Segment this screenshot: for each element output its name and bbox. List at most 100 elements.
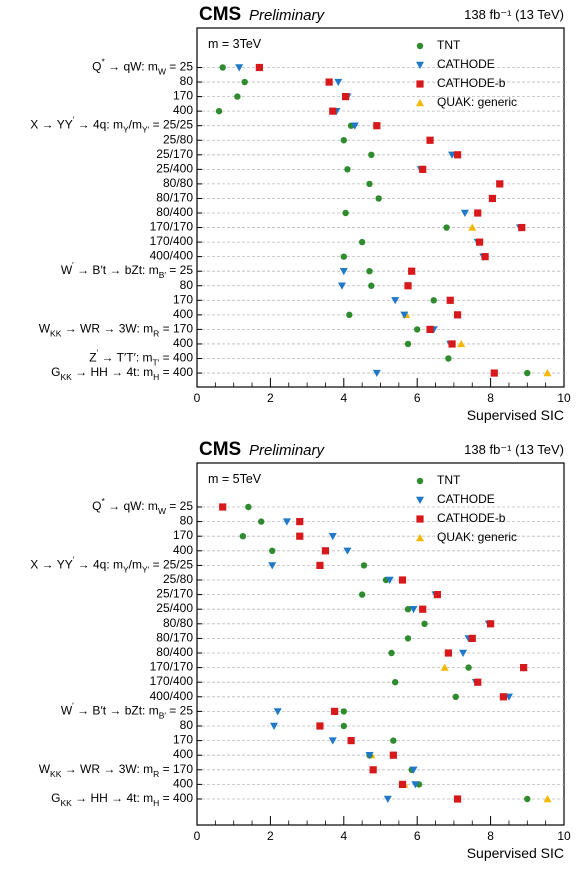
top-x-tick-label-4: 8 xyxy=(487,391,494,405)
bottom-lumi-label: 138 fb⁻¹ (13 TeV) xyxy=(464,442,564,457)
bottom-point-cathode-b-2 xyxy=(296,532,304,540)
bottom-point-cathode-7 xyxy=(409,606,418,614)
top-legend-marker-0 xyxy=(416,42,424,50)
top-point-tnt-6 xyxy=(368,151,375,158)
bottom-x-tick-label-2: 4 xyxy=(340,829,347,843)
top-point-cathode-b-13 xyxy=(481,253,489,261)
bottom-x-tick-label-3: 6 xyxy=(414,829,421,843)
top-row-label-18: WKK → WR → 3W: mR = 170 xyxy=(39,322,194,339)
top-row-label-21: GKK → HH → 4t: mH = 400 xyxy=(51,365,193,382)
top-legend-label-2: CATHODE-b xyxy=(437,76,506,90)
top-point-tnt-19 xyxy=(404,340,412,348)
top-point-quak-generic-19 xyxy=(457,339,466,348)
top-point-tnt-15 xyxy=(368,282,375,289)
bottom-point-cathode-17 xyxy=(365,752,374,760)
bottom-point-cathode-b-7 xyxy=(419,605,427,613)
bottom-point-quak-generic-11 xyxy=(440,663,449,671)
bottom-point-tnt-4 xyxy=(360,562,368,569)
top-row-label-4: X → YY′ → 4q: mY/mY′ = 25/25 xyxy=(30,115,193,135)
bottom-legend-marker-0 xyxy=(416,477,424,485)
top-point-cathode-14 xyxy=(339,268,348,276)
bottom-point-cathode-b-1 xyxy=(296,518,304,526)
bottom-row-label-9: 80/170 xyxy=(156,631,193,645)
bottom-point-tnt-6 xyxy=(358,591,366,598)
bottom-point-tnt-16 xyxy=(390,737,397,744)
top-point-tnt-12 xyxy=(358,238,366,246)
bottom-panel: CMS Preliminary 138 fb⁻¹ (13 TeV) Q* → qW: … xyxy=(0,435,580,870)
bottom-point-cathode-b-0 xyxy=(219,503,227,511)
bottom-point-tnt-2 xyxy=(239,533,247,540)
bottom-point-tnt-0 xyxy=(245,503,252,511)
bottom-point-cathode-b-3 xyxy=(321,547,330,555)
bottom-legend-label-2: CATHODE-b xyxy=(437,511,506,525)
bottom-legend-marker-2 xyxy=(416,515,424,523)
top-point-cathode-4 xyxy=(350,122,359,130)
chart-top: CMS Preliminary 138 fb⁻¹ (13 TeV) Q* → qW: … xyxy=(30,4,571,423)
bottom-point-tnt-15 xyxy=(340,722,347,730)
bottom-row-label-7: 25/400 xyxy=(156,601,193,615)
top-point-tnt-0 xyxy=(219,64,226,71)
chart-bottom: CMS Preliminary 138 fb⁻¹ (13 TeV) Q* → qW: … xyxy=(30,439,571,861)
top-point-tnt-16 xyxy=(430,297,437,304)
top-point-cathode-b-8 xyxy=(496,180,504,188)
bottom-legend-marker-3 xyxy=(416,534,424,542)
bottom-point-tnt-10 xyxy=(388,649,395,657)
bottom-row-label-12: 170/400 xyxy=(150,674,194,688)
bottom-legend-label-1: CATHODE xyxy=(437,492,495,506)
top-legend-marker-1 xyxy=(416,61,424,69)
top-point-cathode-b-9 xyxy=(488,194,497,203)
top-point-tnt-13 xyxy=(340,253,347,260)
bottom-point-cathode-b-4 xyxy=(316,561,324,569)
top-row-label-0: Q* → qW: mW = 25 xyxy=(92,57,193,77)
bottom-point-cathode-18 xyxy=(409,766,418,774)
top-point-tnt-18 xyxy=(414,326,421,333)
top-point-tnt-5 xyxy=(340,137,347,144)
top-point-cathode-21 xyxy=(372,369,381,378)
top-panel: CMS Preliminary 138 fb⁻¹ (13 TeV) Q* → qW: … xyxy=(0,0,580,435)
top-row-label-19: 400 xyxy=(173,336,193,350)
bottom-row-label-0: Q* → qW: mW = 25 xyxy=(92,496,193,516)
top-point-tnt-11 xyxy=(443,224,450,231)
bottom-point-cathode-b-18 xyxy=(369,766,377,774)
top-row-label-16: 170 xyxy=(173,292,193,306)
bottom-point-tnt-8 xyxy=(421,620,428,627)
top-mass-annotation: m = 3TeV xyxy=(208,37,262,51)
top-x-tick-label-2: 4 xyxy=(340,391,347,405)
top-legend-entry-0: TNT xyxy=(416,38,461,52)
top-point-cathode-b-4 xyxy=(373,122,381,130)
top-point-cathode-10 xyxy=(460,209,469,217)
top-legend-entry-3: QUAK: generic xyxy=(416,95,517,109)
top-legend-entry-2: CATHODE-b xyxy=(416,76,506,90)
bottom-mass-annotation: m = 5TeV xyxy=(208,472,262,486)
bottom-point-cathode-3 xyxy=(343,547,352,555)
top-point-cathode-15 xyxy=(337,282,346,290)
bottom-cms-label: CMS xyxy=(199,439,241,460)
top-row-label-1: 80 xyxy=(180,74,194,88)
top-point-cathode-b-15 xyxy=(404,282,412,290)
bottom-point-cathode-14 xyxy=(273,708,282,716)
top-x-tick-label-3: 6 xyxy=(414,391,421,405)
bottom-row-label-4: X → YY′ → 4q: mY/mY′ = 25/25 xyxy=(30,555,193,575)
bottom-x-tick-label-4: 8 xyxy=(487,829,494,843)
bottom-row-label-14: W′ → B′t → bZt: mB′ = 25 xyxy=(61,701,193,721)
top-point-tnt-21 xyxy=(524,369,531,377)
top-point-cathode-b-0 xyxy=(255,63,263,72)
top-legend-marker-2 xyxy=(416,80,424,88)
top-row-label-6: 25/170 xyxy=(156,147,193,161)
bottom-row-label-20: GKK → HH → 4t: mH = 400 xyxy=(51,791,193,808)
top-point-cathode-17 xyxy=(400,311,409,319)
top-row-label-9: 80/170 xyxy=(156,191,193,205)
top-x-tick-label-0: 0 xyxy=(194,391,201,405)
bottom-legend-marker-1 xyxy=(416,496,424,504)
bottom-row-label-5: 25/80 xyxy=(163,572,193,586)
top-point-cathode-b-1 xyxy=(325,78,333,86)
top-x-tick-label-5: 10 xyxy=(557,391,571,405)
bottom-row-label-11: 170/170 xyxy=(150,660,194,674)
top-point-cathode-b-3 xyxy=(329,107,337,115)
bottom-point-quak-generic-20 xyxy=(543,795,552,803)
bottom-x-tick-label-0: 0 xyxy=(194,829,201,843)
bottom-row-label-16: 170 xyxy=(173,733,193,747)
bottom-legend-entry-2: CATHODE-b xyxy=(416,511,506,525)
top-point-cathode-b-17 xyxy=(453,311,462,319)
top-legend-label-1: CATHODE xyxy=(437,57,495,71)
